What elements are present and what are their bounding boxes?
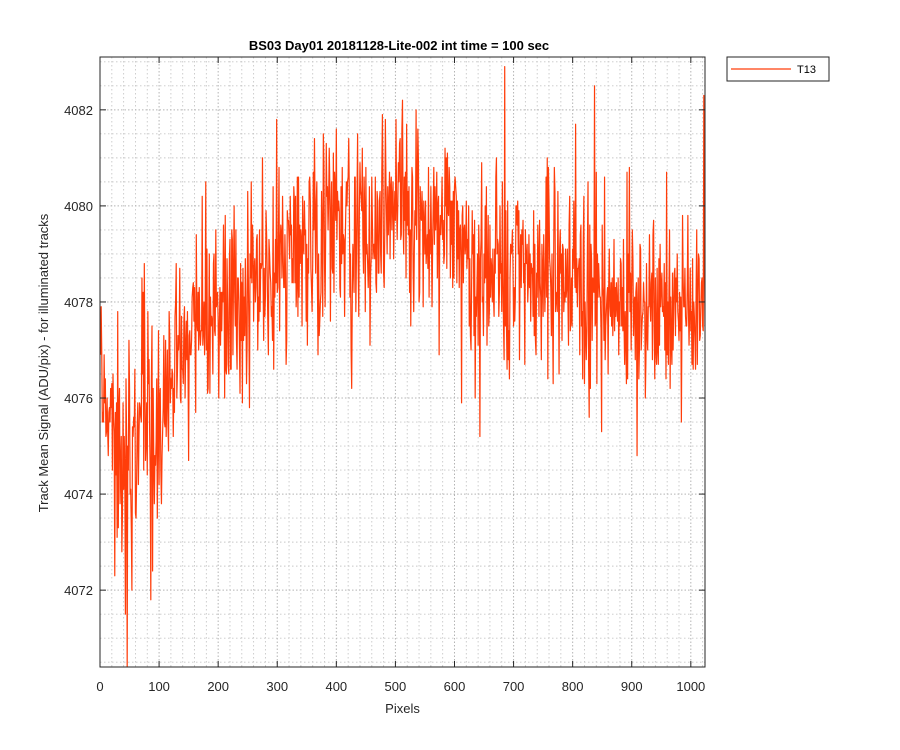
chart-title: BS03 Day01 20181128-Lite-002 int time = … (249, 38, 549, 53)
y-tick-label: 4082 (64, 103, 93, 118)
y-axis-label: Track Mean Signal (ADU/pix) - for illumi… (36, 213, 51, 512)
x-tick-label: 1000 (676, 679, 705, 694)
x-tick-label: 400 (325, 679, 347, 694)
x-tick-label: 100 (148, 679, 170, 694)
y-tick-label: 4076 (64, 391, 93, 406)
y-tick-label: 4074 (64, 487, 93, 502)
x-tick-label: 200 (207, 679, 229, 694)
x-tick-label: 900 (621, 679, 643, 694)
x-tick-label: 300 (266, 679, 288, 694)
y-tick-label: 4078 (64, 295, 93, 310)
axes-box (99, 56, 706, 668)
plot-area: 0 100 200 300 400 500 600 700 800 900 1000 4072 4074… (64, 56, 706, 694)
x-tick-label: 800 (562, 679, 584, 694)
legend: T13 (726, 56, 830, 82)
series-line-t13 (100, 66, 705, 667)
x-tick-label: 0 (96, 679, 103, 694)
y-tick-label: 4080 (64, 199, 93, 214)
legend-label-t13: T13 (797, 64, 816, 76)
y-tick-label: 4072 (64, 583, 93, 598)
x-tick-label: 500 (385, 679, 407, 694)
x-axis-label: Pixels (385, 701, 420, 716)
x-tick-label: 700 (503, 679, 525, 694)
x-tick-label: 600 (444, 679, 466, 694)
